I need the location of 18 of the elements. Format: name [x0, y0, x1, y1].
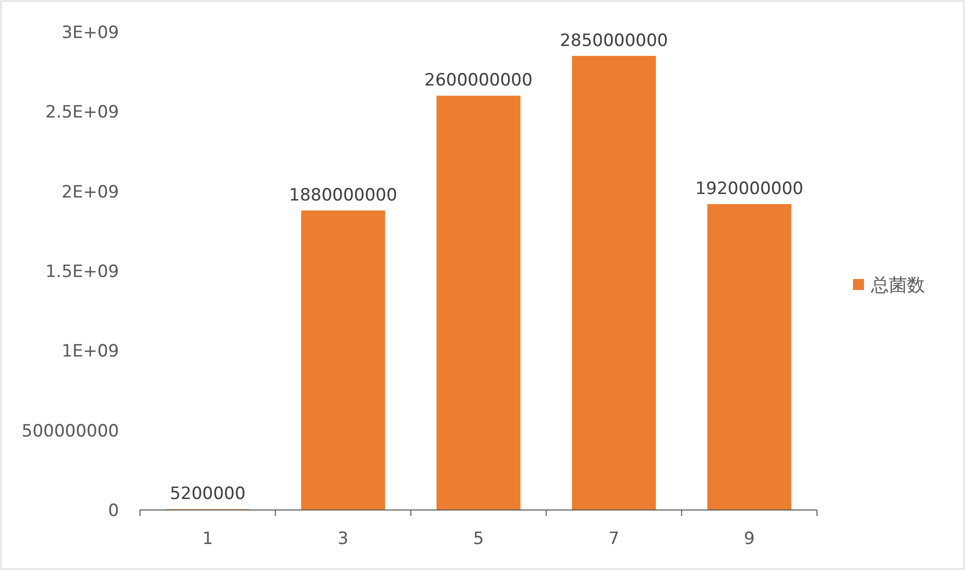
y-tick-label: 1E+09	[62, 342, 119, 362]
data-label: 1880000000	[289, 185, 398, 206]
y-tick-label: 500000000	[22, 421, 119, 442]
y-tick-label: 2.5E+09	[45, 102, 119, 123]
data-label: 5200000	[170, 484, 246, 504]
data-label: 1920000000	[695, 179, 804, 200]
x-tick-label: 7	[608, 529, 620, 549]
y-tick-label: 2E+09	[62, 182, 119, 202]
y-tick-label: 1.5E+09	[45, 262, 119, 282]
data-label: 2850000000	[560, 30, 668, 51]
x-tick-label: 3	[338, 529, 349, 549]
x-tick-label: 5	[473, 529, 484, 549]
legend-label: 总菌数	[870, 275, 925, 296]
y-tick-label: 0	[108, 501, 119, 521]
x-tick-label: 9	[744, 529, 755, 549]
data-label: 2600000000	[424, 70, 533, 91]
x-tick-label: 1	[202, 529, 214, 549]
y-tick-label: 3E+09	[62, 23, 119, 43]
